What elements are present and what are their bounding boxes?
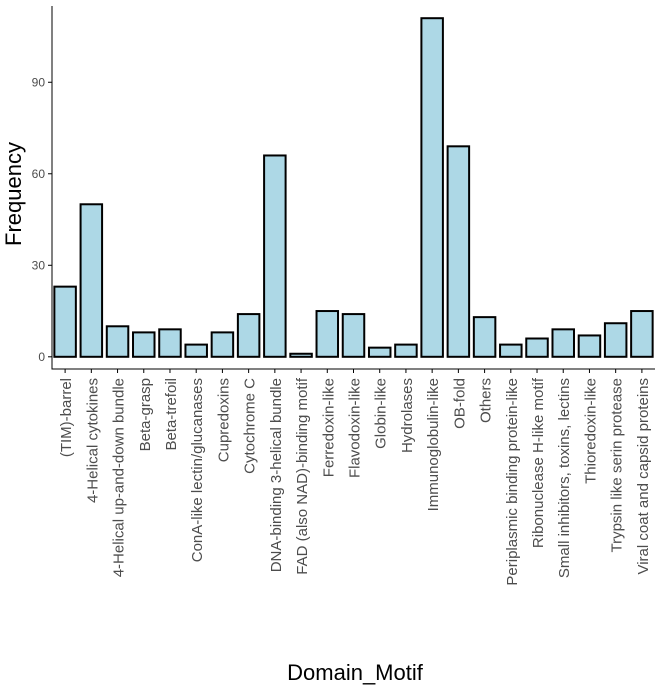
bar [446, 145, 471, 358]
bar [603, 322, 628, 358]
bar [132, 331, 156, 358]
bar [472, 316, 497, 358]
x-tick-label: Immunoglobulin-like [425, 378, 442, 511]
x-tick-label: Beta-trefoil [163, 378, 180, 451]
x-tick-label: Others [478, 378, 495, 423]
bar [394, 343, 418, 358]
bar [367, 346, 392, 358]
bars-group [53, 17, 654, 358]
bar [551, 328, 575, 358]
plot-panel [51, 6, 655, 370]
bar [105, 325, 130, 358]
y-tick-label: 60 [32, 167, 46, 181]
y-axis: 0 30 60 90 [32, 75, 52, 364]
x-tick-label: Viral coat and capsid proteins [635, 378, 652, 575]
x-tick-label: Small inhibitors, toxins, lectins [556, 378, 573, 578]
bar [420, 17, 444, 358]
y-tick-label: 90 [32, 75, 46, 89]
x-tick-label: Periplasmic binding protein-like [504, 378, 521, 586]
x-tick-label: (TIM)-barrel [58, 378, 75, 457]
bar [341, 313, 366, 358]
bar [158, 328, 182, 358]
x-tick-label: Cytochrome C [242, 378, 259, 474]
bar [184, 343, 208, 358]
x-axis: (TIM)-barrel 4-Helical cytokines 4-Helical… [58, 369, 652, 586]
bar [525, 337, 549, 358]
x-tick-label: Flavodoxin-like [347, 378, 364, 478]
bar [499, 343, 523, 358]
y-tick-label: 0 [38, 350, 45, 364]
x-tick-label: 4-Helical up-and-down bundle [111, 378, 128, 577]
bar [315, 310, 340, 358]
x-axis-title: Domain_Motif [287, 660, 424, 685]
y-tick-label: 30 [32, 258, 46, 272]
bar [577, 334, 602, 358]
x-tick-label: Globin-like [373, 378, 390, 449]
x-tick-label: Beta-grasp [137, 378, 154, 451]
bar [210, 331, 235, 358]
bar [630, 310, 654, 358]
x-tick-label: DNA-binding 3-helical bundle [268, 378, 285, 572]
bar [236, 313, 261, 358]
x-tick-label: Thioredoxin-like [582, 378, 599, 484]
x-tick-label: Ribonuclease H-like motif [530, 377, 547, 548]
bar [79, 203, 104, 358]
x-tick-label: Ferredoxin-like [320, 378, 337, 477]
bar [53, 285, 77, 358]
bar [263, 154, 287, 358]
x-tick-label: Trypsin like serin protease [609, 378, 626, 553]
y-axis-title: Frequency [1, 142, 26, 246]
x-tick-label: 4-Helical cytokines [84, 378, 101, 503]
x-tick-label: FAD (also NAD)-binding motif [294, 377, 311, 575]
x-tick-label: OB-fold [451, 378, 468, 429]
axis-lines [51, 6, 655, 370]
bar [289, 352, 313, 358]
x-tick-label: Cupredoxins [215, 378, 232, 462]
x-tick-label: Hydrolases [399, 378, 416, 453]
x-tick-label: ConA-like lectin/glucanases [189, 378, 206, 562]
